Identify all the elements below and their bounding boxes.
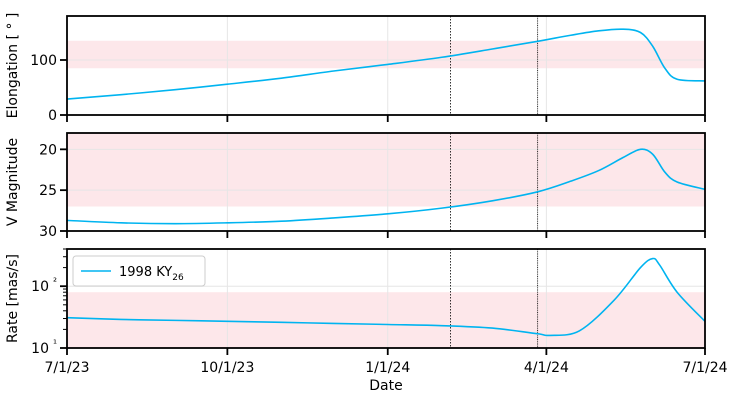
shade-band (67, 40, 705, 69)
shade-band (67, 133, 705, 207)
x-tick-label: 4/1/24 (524, 360, 569, 376)
series-line (66, 28, 706, 100)
plot-frame (66, 248, 706, 349)
y-tick-label: 25 (39, 183, 57, 199)
y-tick-label: 10 (31, 341, 49, 357)
y-tick-label: 20 (39, 142, 57, 158)
y-tick-exponent: ¹ (53, 339, 57, 350)
plot-frame (66, 132, 706, 232)
y-tick-label: 0 (48, 108, 57, 124)
y-tick-exponent: ² (53, 277, 57, 288)
plot-frame (66, 15, 706, 116)
rate-panel: 10 ¹ 10 ² Rate [mas/s] 1998 KY26 (5, 248, 706, 357)
y-axis-label: Elongation [ ° ] (5, 13, 21, 119)
series-line (66, 257, 706, 337)
x-tick-label: 1/1/24 (365, 360, 410, 376)
y-tick-label: 10 (31, 279, 49, 295)
y-axis-label: Rate [mas/s] (5, 254, 21, 343)
series-line (66, 148, 706, 225)
x-tick-label: 7/1/23 (44, 360, 89, 376)
y-axis-label: V Magnitude (5, 138, 21, 226)
legend-label: 1998 KY26 (119, 265, 184, 283)
x-axis-label: Date (369, 378, 402, 394)
legend: 1998 KY26 (72, 255, 206, 287)
y-tick-label: 100 (30, 53, 57, 69)
legend-box (72, 255, 206, 287)
y-tick-label: 30 (39, 224, 57, 240)
v-magnitude-panel: 20 25 30 V Magnitude (5, 132, 706, 240)
x-tick-label: 7/1/24 (682, 360, 727, 376)
x-tick-label: 10/1/23 (200, 360, 254, 376)
elongation-panel: 0 100 Elongation [ ° ] (5, 13, 706, 124)
